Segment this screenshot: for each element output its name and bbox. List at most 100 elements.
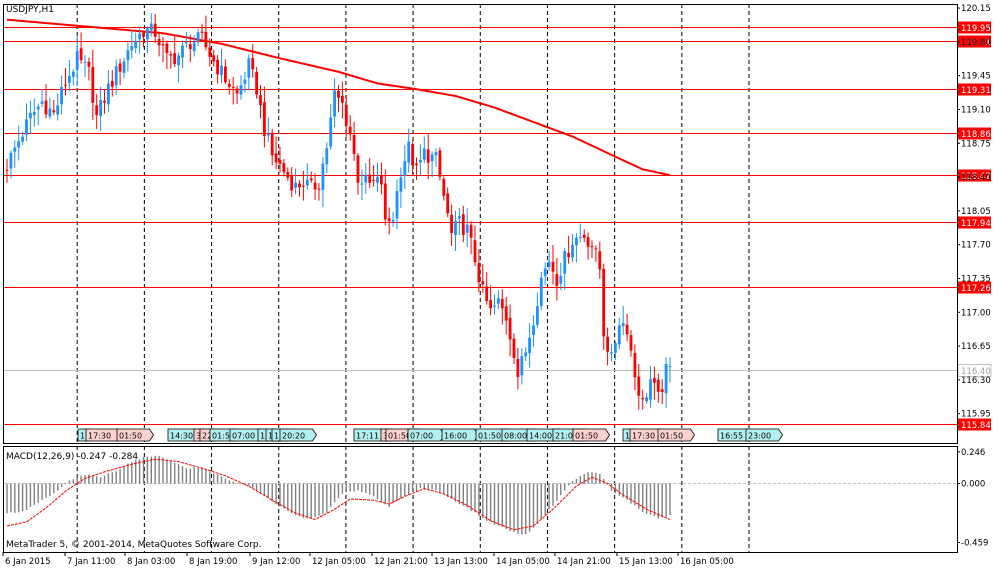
bear-candle [387,207,391,235]
bull-candle [107,69,110,113]
price-level-tag [958,21,991,34]
bear-candle [227,79,231,95]
event-marker-label: 1 [625,432,630,441]
price-tick-label: 117.35 [961,274,991,284]
bear-candle [477,249,481,292]
event-marker-label: 01:50 [388,432,411,441]
candle-body [430,154,434,162]
bull-candle [220,48,223,84]
bull-candle [29,100,32,135]
event-marker-label: 22 [202,432,212,441]
bull-candle [395,179,399,230]
bull-candle [181,40,184,69]
candle-body [563,251,567,274]
bull-candle [266,117,270,142]
bull-candle [333,78,336,128]
bear-candle [153,13,157,43]
bull-candle [329,104,333,150]
bear-candle [255,66,258,99]
bear-candle [204,15,208,51]
bear-candle [586,232,590,260]
bear-candle [446,187,450,218]
time-tick-label: 16 Jan 05:00 [680,557,734,567]
candle-body [586,237,590,247]
bear-candle [500,289,504,325]
bull-candle [664,357,668,409]
price-level-label: 119.95 [961,24,991,34]
bear-candle [450,204,453,246]
candle-body [419,159,422,163]
candle-body [110,81,114,87]
vertical-gridlines [76,4,750,552]
candle-body [278,160,282,164]
bear-candle [438,147,442,181]
candle-body [594,248,598,250]
bull-candle [247,54,251,91]
price-level-label: 118.42 [961,172,991,182]
candle-body [13,147,17,152]
time-tick-label: 15 Jan 13:00 [619,557,673,567]
bear-candle [469,221,473,255]
bull-candle [520,348,524,385]
bear-candle [489,285,492,316]
bull-candle [9,150,13,179]
bear-candle [582,229,586,242]
candle-body [317,188,321,190]
bear-candle [110,70,114,97]
bear-candle [656,373,660,403]
candle-body [270,132,274,156]
bull-candle [130,30,134,59]
candle-body [391,219,395,222]
candle-body [21,136,24,142]
candle-body [567,253,570,258]
bear-candle [231,77,235,105]
bull-candle [83,55,87,77]
candle-body [5,169,9,172]
event-marker-label: 14:00 [529,432,552,441]
bull-candle [563,247,567,290]
candle-body [426,149,430,163]
bear-candle [317,183,321,201]
event-marker-label: 17:11 [356,432,379,441]
candle-body [524,352,528,357]
time-tick-label: 14 Jan 21:00 [557,557,611,567]
candle-body [325,148,329,165]
event-marker-label: 17:30 [632,432,655,441]
candle-body [146,28,149,40]
bull-candle [75,36,79,87]
candle-body [575,237,578,246]
bear-candle [216,55,219,84]
bear-candle [660,379,664,405]
price-level-tag [958,83,991,96]
price-tick-label: 115.95 [961,410,991,420]
time-tick-label: 12 Jan 21:00 [374,557,428,567]
candle-body [582,234,586,238]
bull-candle [114,59,118,95]
candle-body [188,44,192,50]
candle-body [645,397,648,402]
bear-candle [629,330,633,357]
candle-body [103,100,106,103]
candle-body [504,306,508,321]
candle-body [450,214,453,233]
bear-candle [352,121,356,161]
candle-body [415,163,418,166]
candle-body [196,32,200,42]
candle-body [516,359,520,378]
candle-body [224,66,227,83]
bull-candle [391,211,395,227]
event-marker-shape [657,428,695,442]
candle-body [227,83,231,87]
time-tick-label: 7 Jan 11:00 [67,557,115,567]
price-level-label: 119.81 [961,38,991,48]
event-marker-shape [745,428,783,442]
bull-candle [617,317,621,350]
bull-candle [532,315,535,347]
candle-body [87,61,91,67]
candle-body [532,325,535,335]
bull-candle [399,167,403,208]
candle-body [477,263,481,283]
bull-candle [543,262,547,286]
